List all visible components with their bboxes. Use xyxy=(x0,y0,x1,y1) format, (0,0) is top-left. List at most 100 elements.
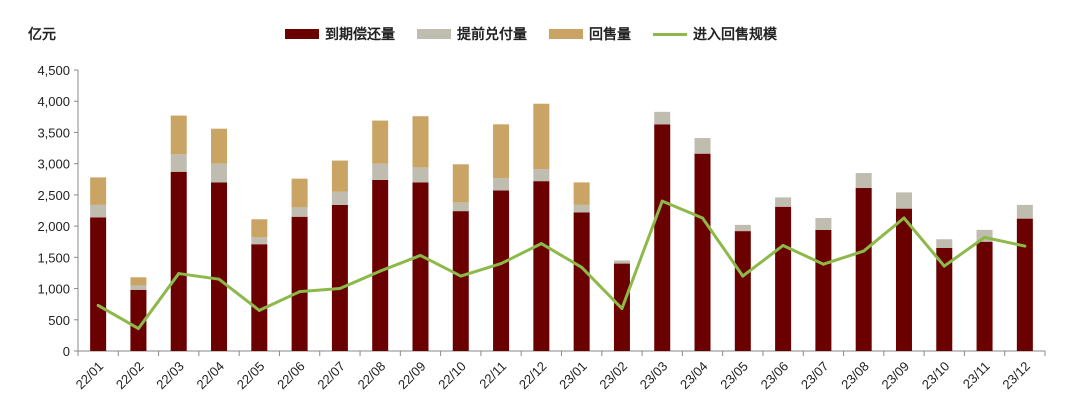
legend-label: 进入回售规模 xyxy=(693,27,777,43)
bar-putback xyxy=(90,177,107,205)
bar-repayment xyxy=(895,208,912,351)
bar-repayment xyxy=(412,182,429,351)
bar-prepayment xyxy=(1016,204,1033,219)
bar-repayment xyxy=(452,211,469,351)
legend-label: 提前兑付量 xyxy=(457,27,527,43)
legend-item-putback-scale: 进入回售规模 xyxy=(653,24,777,44)
bar-putback xyxy=(533,103,550,170)
line-point xyxy=(741,274,745,278)
x-tick-label: 23/01 xyxy=(556,359,590,393)
x-tick-label: 22/11 xyxy=(476,359,509,392)
bar-putback xyxy=(331,160,348,192)
line-point xyxy=(821,262,825,266)
bar-repayment xyxy=(1016,218,1033,351)
bar-putback xyxy=(130,277,147,286)
bar-repayment xyxy=(573,212,590,351)
bar-prepayment xyxy=(291,207,308,217)
bar-prepayment xyxy=(855,173,872,189)
y-tick-label: 3,500 xyxy=(37,125,70,140)
bar-repayment xyxy=(533,181,550,351)
legend-item-prepayment: 提前兑付量 xyxy=(417,24,527,44)
x-tick-label: 23/03 xyxy=(637,359,671,393)
bar-prepayment xyxy=(372,163,389,180)
line-point xyxy=(378,269,382,273)
y-tick-label: 4,000 xyxy=(37,94,70,109)
line-point xyxy=(902,216,906,220)
legend-swatch xyxy=(417,29,451,39)
bar-repayment xyxy=(654,124,671,352)
x-tick-label: 22/09 xyxy=(395,359,429,393)
line-putback-scale xyxy=(97,199,1026,331)
bar-repayment xyxy=(130,289,147,351)
y-axis-unit-label: 亿元 xyxy=(28,27,56,43)
bar-prepayment xyxy=(170,154,187,172)
line-point xyxy=(942,264,946,268)
bar-putback xyxy=(291,178,308,208)
bar-repayment xyxy=(170,171,187,351)
bar-prepayment xyxy=(211,163,228,183)
line-point xyxy=(257,308,261,312)
y-tick-label: 1,500 xyxy=(37,250,70,265)
bar-repayment xyxy=(855,188,872,351)
bar-putback xyxy=(452,164,469,203)
y-tick-label: 4,500 xyxy=(37,63,70,78)
bar-prepayment xyxy=(775,197,792,207)
bar-prepayment xyxy=(130,285,147,290)
x-tick-label: 23/07 xyxy=(798,359,832,393)
x-tick-label: 22/07 xyxy=(314,359,348,393)
x-tick-label: 23/05 xyxy=(717,359,751,393)
x-tick-label: 22/01 xyxy=(73,359,107,393)
x-tick-label: 23/04 xyxy=(677,359,711,393)
bar-prepayment xyxy=(493,178,510,191)
x-tick-label: 22/02 xyxy=(113,359,147,393)
bar-repayment xyxy=(372,179,389,351)
legend-swatch xyxy=(549,29,583,39)
bar-prepayment xyxy=(90,204,107,218)
bar-repayment xyxy=(251,244,268,351)
bar-repayment xyxy=(775,206,792,351)
bar-prepayment xyxy=(533,169,550,182)
bar-prepayment xyxy=(573,204,590,213)
bar-prepayment xyxy=(936,239,953,248)
bar-repayment xyxy=(331,204,348,351)
bar-prepayment xyxy=(412,167,429,183)
line-point xyxy=(298,290,302,294)
y-tick-label: 3,000 xyxy=(37,157,70,172)
line-point xyxy=(338,287,342,291)
y-tick-label: 2,000 xyxy=(37,219,70,234)
bar-prepayment xyxy=(976,229,993,242)
line-point xyxy=(701,216,705,220)
x-tick-label: 23/09 xyxy=(878,359,912,393)
bar-prepayment xyxy=(895,192,912,209)
legend-label: 到期偿还量 xyxy=(325,27,395,43)
bar-repayment xyxy=(694,153,711,351)
bar-repayment xyxy=(936,247,953,351)
bar-prepayment xyxy=(815,217,832,230)
line-point xyxy=(177,272,181,276)
bar-repayment xyxy=(493,190,510,351)
y-tick-label: 1,000 xyxy=(37,282,70,297)
x-tick-label: 22/10 xyxy=(435,359,469,393)
line-point xyxy=(580,265,584,269)
x-tick-label: 22/03 xyxy=(153,359,187,393)
line-point xyxy=(539,242,543,246)
bar-repayment xyxy=(734,231,751,351)
line-point xyxy=(660,199,664,203)
bar-putback xyxy=(493,124,510,179)
line-point xyxy=(862,249,866,253)
x-tick-label: 23/11 xyxy=(960,359,993,392)
legend-swatch xyxy=(653,32,687,36)
bar-repayment xyxy=(211,182,228,351)
bar-prepayment xyxy=(694,138,711,154)
bar-prepayment xyxy=(251,237,268,245)
bar-putback xyxy=(412,116,429,168)
line-point xyxy=(459,274,463,278)
x-tick-label: 22/04 xyxy=(194,359,228,393)
x-tick-label: 23/06 xyxy=(758,359,792,393)
line-point xyxy=(620,307,624,311)
line-point xyxy=(136,327,140,331)
line-point xyxy=(983,235,987,239)
legend: 到期偿还量 提前兑付量 回售量 进入回售规模 xyxy=(285,24,777,44)
y-tick-label: 2,500 xyxy=(37,188,70,203)
